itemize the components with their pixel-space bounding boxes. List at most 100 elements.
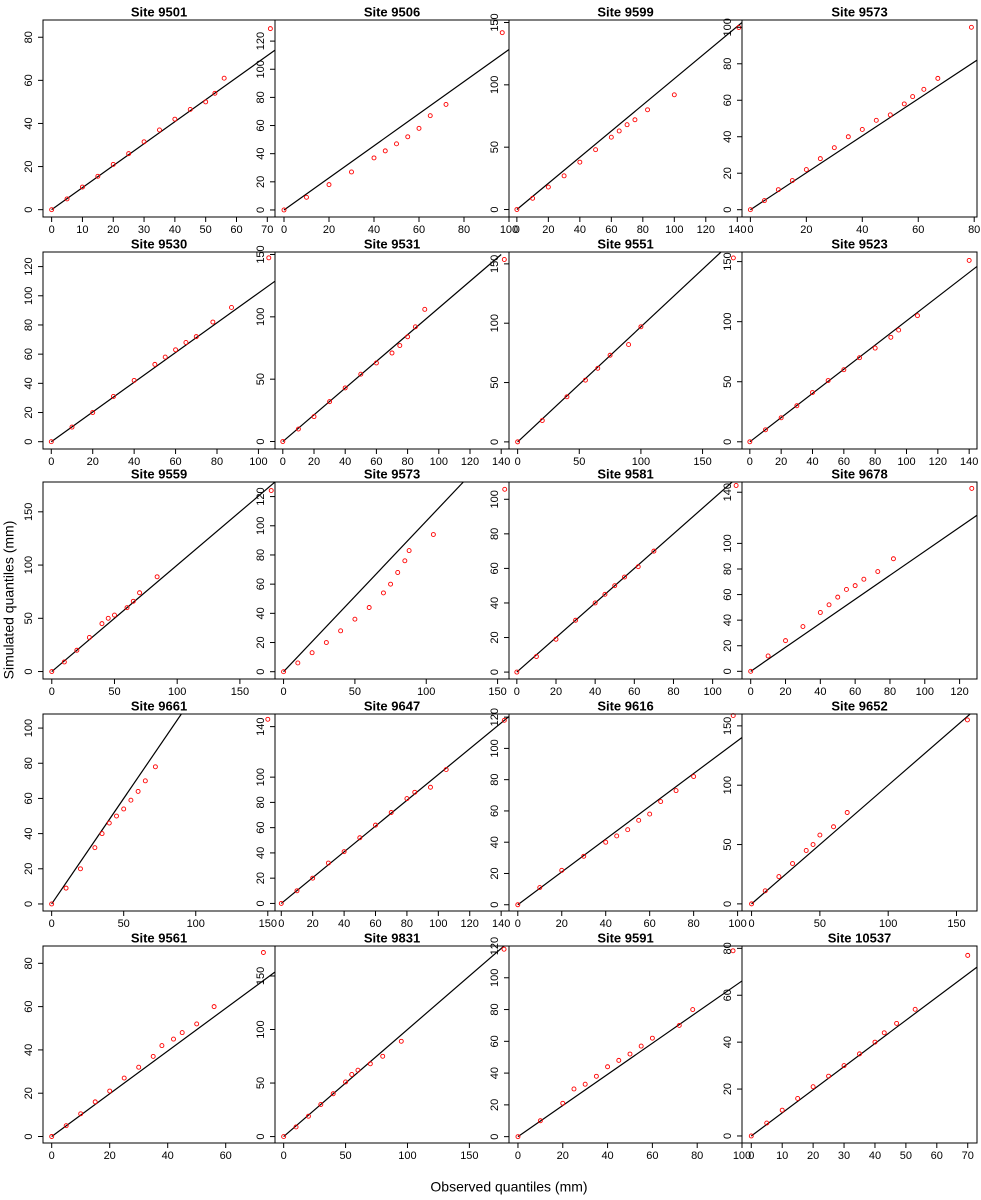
- point: [502, 486, 508, 492]
- plot-frame: [741, 945, 978, 1144]
- x-tick-label: 20: [308, 456, 320, 468]
- plot-area: [50, 280, 275, 443]
- y-tick-label: 20: [255, 176, 267, 188]
- panel: Site 9573 0 50 100 150 0 20 40 60 80 100 120: [255, 466, 510, 698]
- point: [545, 184, 551, 190]
- x-tick-label: 60: [644, 918, 656, 930]
- panel-title: Site 9616: [597, 698, 653, 713]
- reference-line: [280, 716, 509, 904]
- x-tick-label: 100: [733, 1150, 751, 1162]
- y-tick-label: 40: [489, 597, 501, 609]
- panel: Site 9561 0 20 40 60 0 20 40 60 80: [23, 930, 276, 1162]
- point: [622, 574, 627, 580]
- y-tick-label: 80: [722, 942, 734, 954]
- x-tick-label: 100: [168, 686, 186, 698]
- y-tick-label: 80: [489, 1003, 501, 1015]
- y-tick-label: 150: [722, 717, 734, 735]
- point: [533, 654, 539, 659]
- point: [99, 621, 105, 627]
- point: [603, 839, 609, 845]
- point: [800, 624, 806, 630]
- plot-area: [749, 265, 977, 443]
- point: [106, 820, 112, 826]
- panel-title: Site 9652: [831, 698, 887, 713]
- x-tick-label: 20: [800, 224, 812, 236]
- point: [647, 811, 653, 817]
- plot-frame: [42, 713, 276, 912]
- panel: Site 9831 0 50 100 150 0 50 100 150: [255, 930, 510, 1162]
- x-tick-label: 40: [169, 224, 181, 236]
- x-tick-label: 40: [869, 1150, 881, 1162]
- x-tick-label: 100: [249, 456, 267, 468]
- y-tick-label: 20: [489, 867, 501, 879]
- point: [357, 835, 363, 841]
- point: [845, 134, 851, 140]
- plot-area: [516, 22, 742, 210]
- point: [404, 796, 410, 802]
- point: [157, 127, 162, 133]
- point: [515, 439, 521, 445]
- point: [310, 875, 316, 881]
- plot-frame: [741, 481, 978, 680]
- y-tick-label: 0: [489, 902, 501, 908]
- reference-line: [283, 49, 509, 211]
- point: [412, 324, 418, 330]
- point: [779, 1107, 785, 1113]
- y-tick-label: 20: [23, 160, 35, 172]
- point: [573, 617, 579, 623]
- y-tick-label: 40: [722, 131, 734, 143]
- point: [765, 653, 771, 659]
- point: [69, 424, 75, 430]
- point: [318, 1102, 324, 1107]
- y-tick-label: 100: [489, 739, 501, 757]
- point: [614, 833, 620, 839]
- x-tick-label: 0: [515, 456, 521, 468]
- point: [405, 134, 411, 140]
- reference-line: [750, 59, 977, 211]
- y-tick-label: 20: [23, 1087, 35, 1099]
- point: [826, 1073, 832, 1079]
- point: [841, 1063, 847, 1069]
- x-tick-label: 0: [281, 1150, 287, 1162]
- y-tick-label: 40: [722, 614, 734, 626]
- point: [896, 327, 902, 333]
- x-tick-label: 100: [187, 918, 205, 930]
- x-tick-label: 50: [118, 918, 130, 930]
- point: [612, 583, 618, 589]
- x-tick-label: 60: [849, 686, 861, 698]
- y-tick-label: 80: [23, 319, 35, 331]
- point: [352, 616, 358, 622]
- point: [92, 1099, 98, 1105]
- y-tick-label: 100: [489, 490, 501, 508]
- plot-frame: [508, 481, 743, 680]
- point: [342, 385, 348, 391]
- point: [691, 774, 697, 779]
- plot-area: [750, 514, 977, 672]
- y-tick-label: 100: [255, 517, 267, 535]
- x-tick-label: 100: [897, 456, 915, 468]
- point: [636, 817, 642, 823]
- panel: Site 9599 0 20 40 60 80 100 120 140 0 50 100 150: [489, 4, 747, 235]
- point: [183, 340, 189, 345]
- y-tick-label: 60: [255, 578, 267, 590]
- y-tick-label: 100: [23, 556, 35, 574]
- point: [211, 1004, 217, 1010]
- point: [592, 600, 598, 606]
- x-tick-label: 60: [369, 918, 381, 930]
- y-tick-label: 140: [255, 717, 267, 735]
- point: [193, 334, 199, 340]
- point: [159, 1043, 165, 1049]
- y-tick-label: 40: [489, 1067, 501, 1079]
- y-tick-label: 50: [722, 838, 734, 850]
- point: [857, 1051, 862, 1057]
- plot-frame: [274, 19, 510, 218]
- reference-line: [751, 714, 972, 905]
- point: [537, 885, 543, 890]
- point: [627, 1051, 633, 1057]
- point: [817, 156, 823, 162]
- x-tick-label: 50: [814, 918, 826, 930]
- x-axis-title: Observed quantiles (mm): [430, 1179, 587, 1195]
- point: [875, 569, 881, 574]
- x-tick-label: 150: [947, 918, 965, 930]
- point: [593, 147, 599, 153]
